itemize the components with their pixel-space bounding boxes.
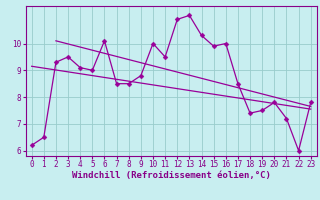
X-axis label: Windchill (Refroidissement éolien,°C): Windchill (Refroidissement éolien,°C) [72,171,271,180]
